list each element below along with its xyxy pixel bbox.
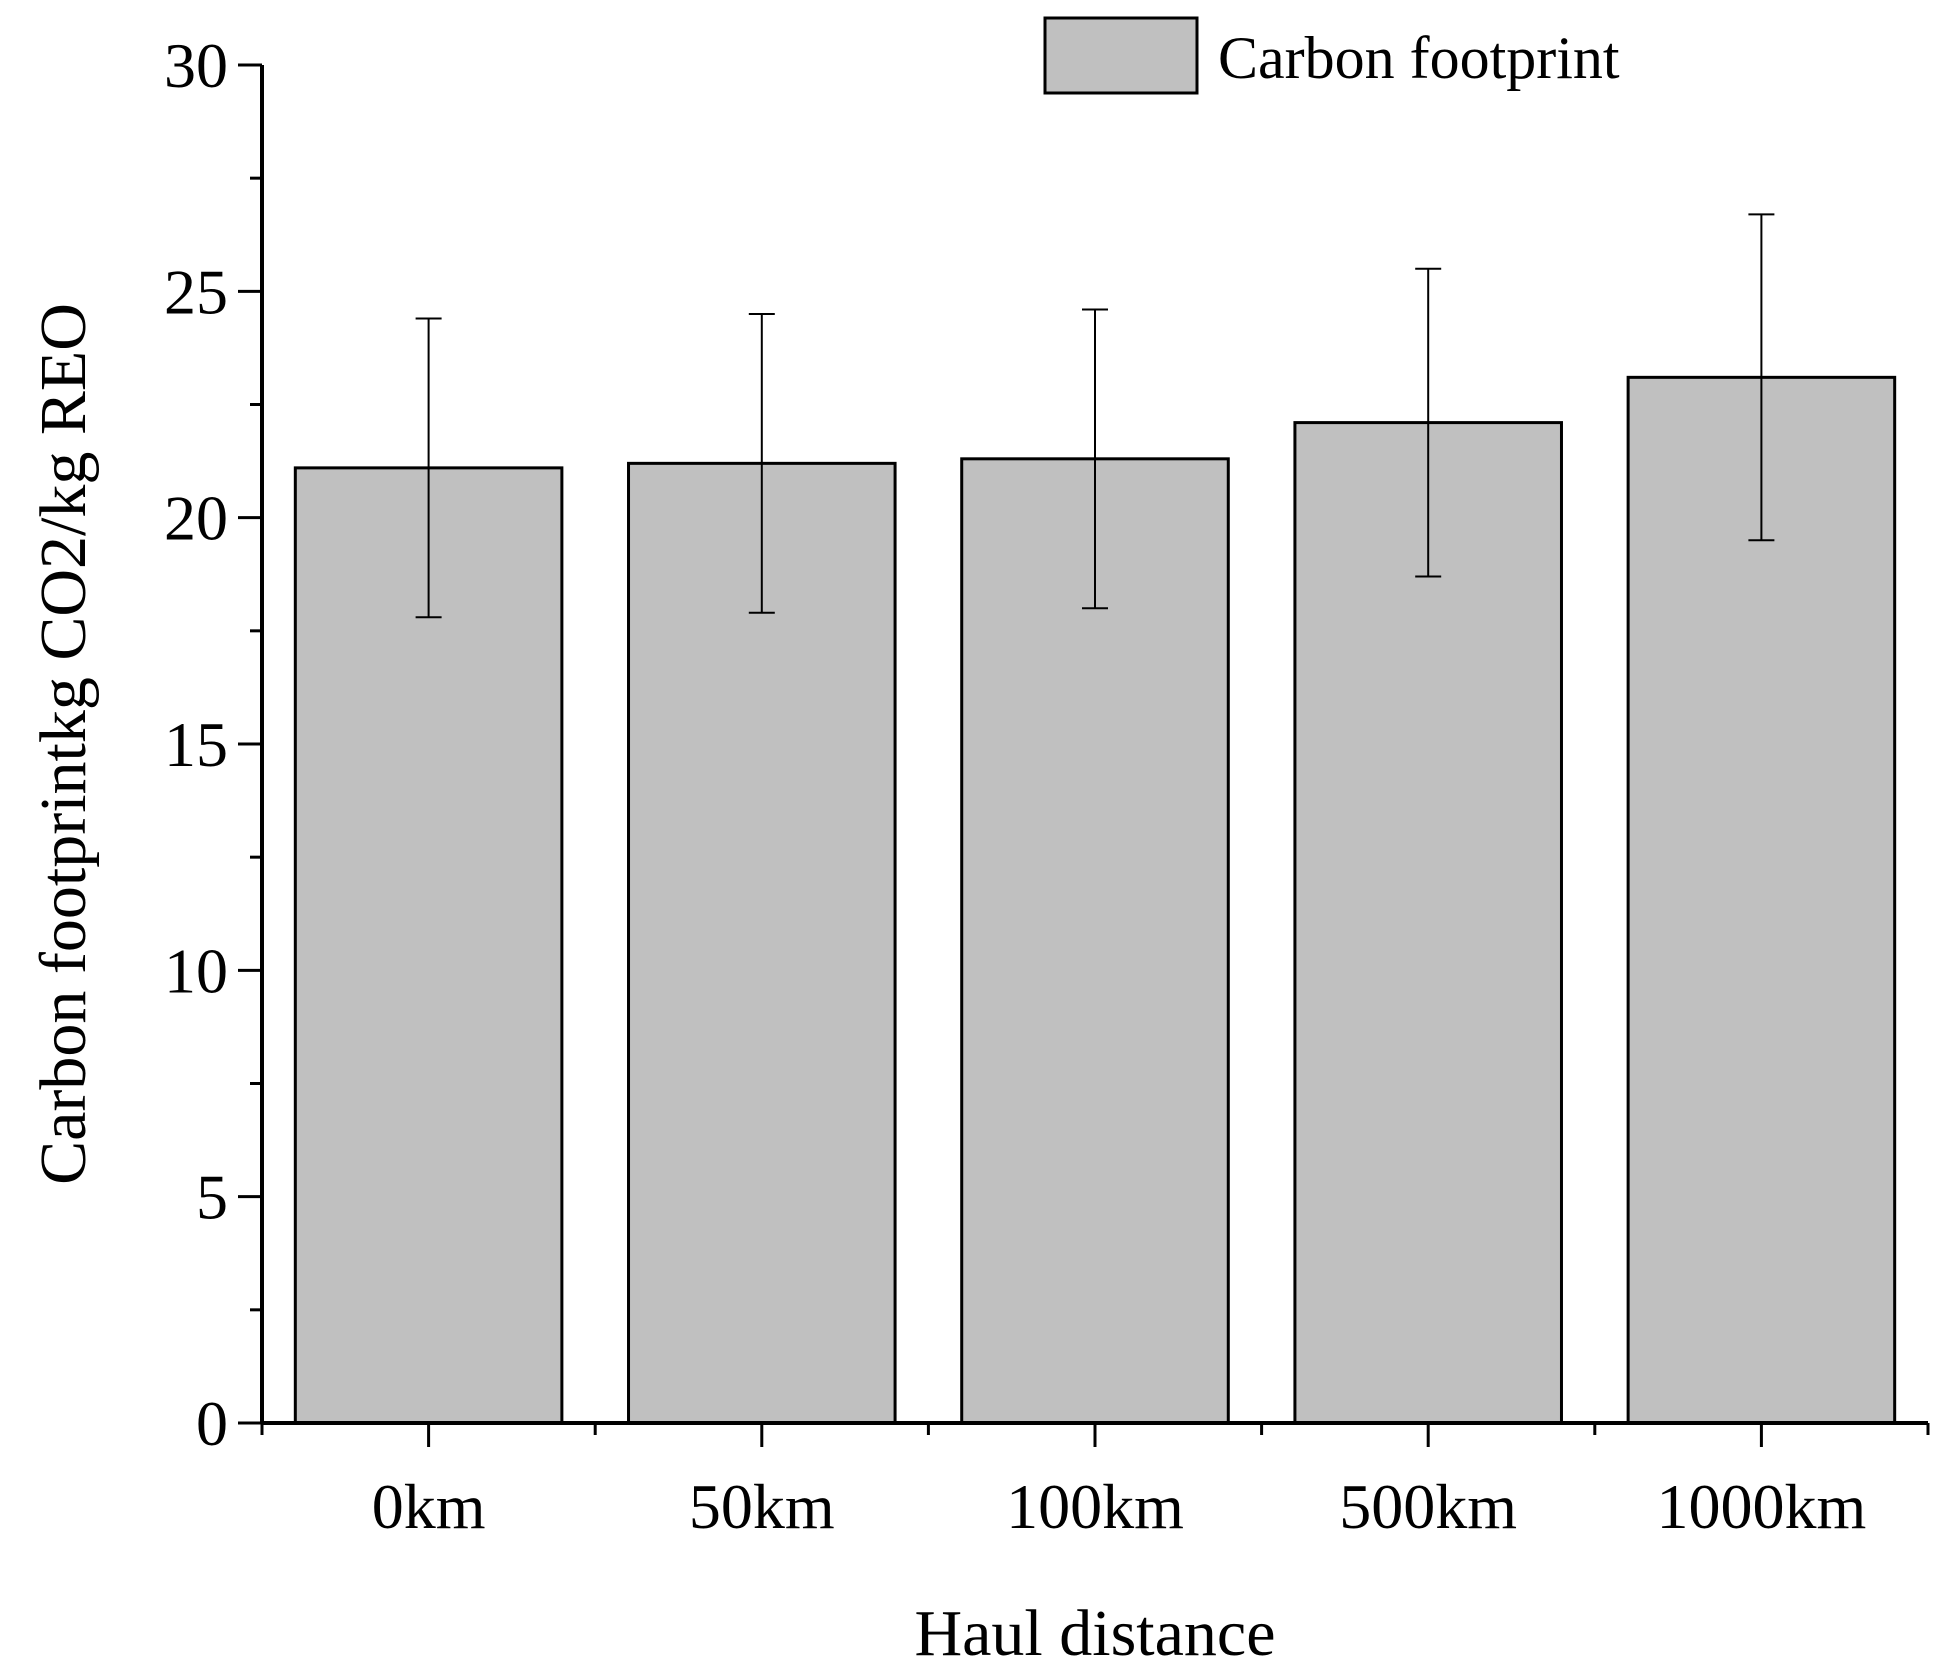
x-tick-label-0km: 0km [372,1471,486,1542]
x-tick-label-1000km: 1000km [1657,1471,1867,1542]
y-tick-label-20: 20 [164,483,228,554]
bar-1000km [1626,375,1897,1425]
y-tick-label-15: 15 [164,709,228,780]
bar-50km [627,461,897,1425]
y-tick-label-5: 5 [196,1162,228,1233]
bar-0km [293,466,564,1425]
legend-swatch [1043,16,1199,95]
bar-500km [1293,421,1563,1425]
legend: Carbon footprint [1043,16,1620,95]
x-tick-label-500km: 500km [1339,1471,1517,1542]
error-bars-layer [415,213,1775,619]
legend-label: Carbon footprint [1218,25,1620,91]
y-tick-label-10: 10 [164,935,228,1006]
x-tick-label-50km: 50km [689,1471,835,1542]
y-tick-label-0: 0 [196,1388,228,1459]
y-tick-label-25: 25 [164,256,228,327]
y-axis-title: Carbon footprintkg CO2/kg REO [27,303,100,1185]
y-ticks: 0 5 10 15 20 25 30 [164,30,262,1459]
x-ticks: 0km 50km 100km 500km 1000km [260,1423,1930,1542]
y-tick-label-30: 30 [164,30,228,101]
x-tick-label-100km: 100km [1006,1471,1184,1542]
x-axis-title: Haul distance [914,1597,1275,1666]
